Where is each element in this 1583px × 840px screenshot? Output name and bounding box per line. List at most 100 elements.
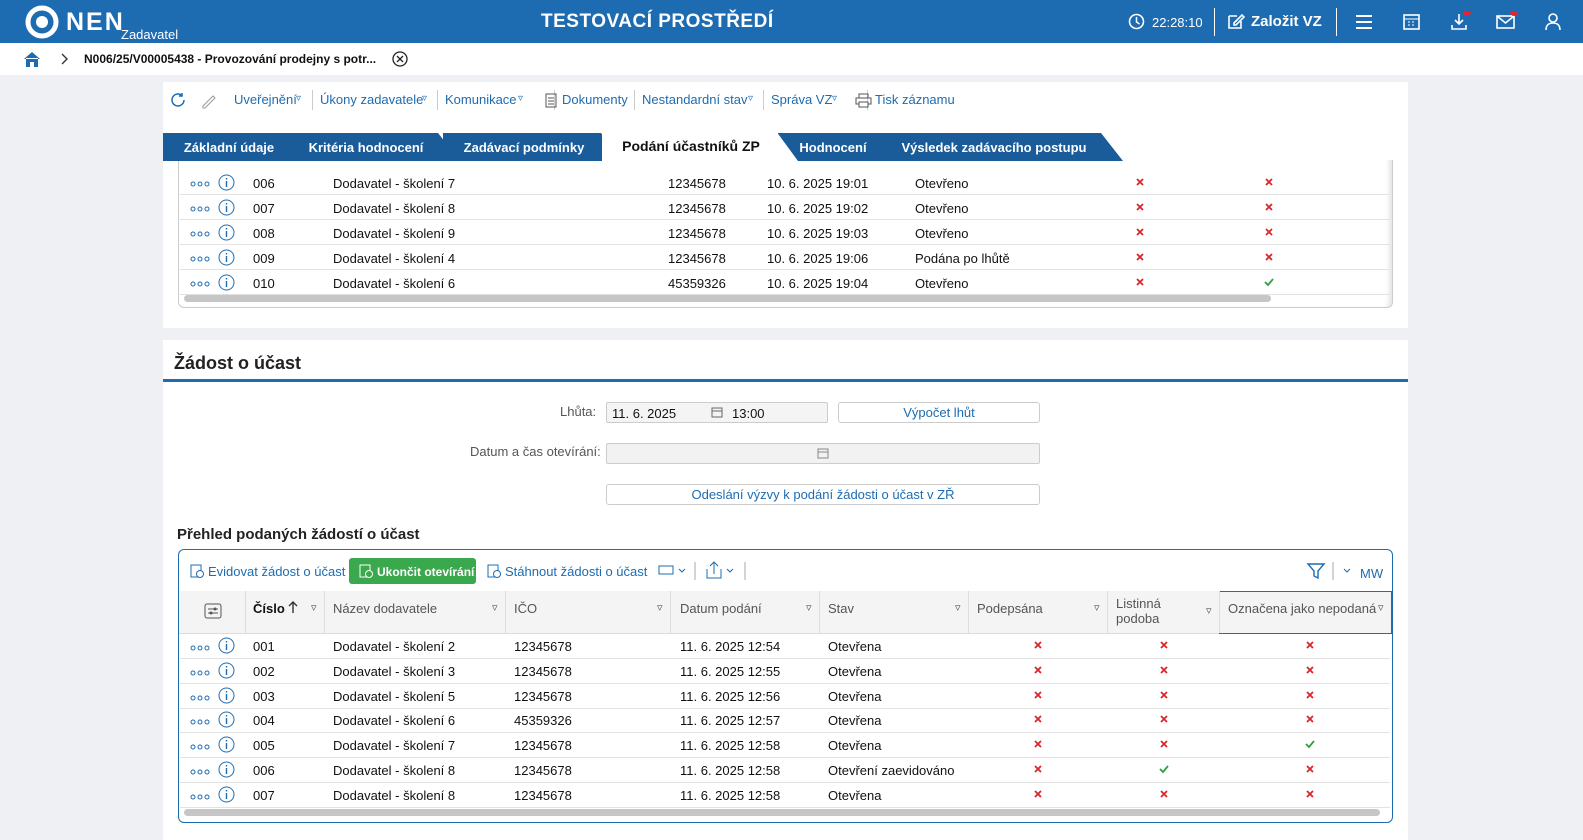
toolbar-item[interactable]: Úkony zadavatele <box>320 92 423 107</box>
create-button[interactable]: Založit VZ <box>1251 13 1322 30</box>
tab[interactable]: Zadávací podmínky <box>443 133 623 161</box>
row-menu[interactable] <box>190 177 210 187</box>
info-icon[interactable] <box>218 249 235 266</box>
grid-action[interactable]: Evidovat žádost o účast <box>208 564 345 579</box>
tab-active[interactable]: Podání účastníků ZP <box>602 131 798 161</box>
cell: 12345678 <box>668 176 726 191</box>
dropdown-arrow[interactable]: ▿ <box>748 93 753 104</box>
grid-action[interactable]: Stáhnout žádosti o účast <box>505 564 647 579</box>
view-label[interactable]: MW <box>1360 566 1383 581</box>
toolbar-icons[interactable] <box>170 91 220 109</box>
check-icon <box>1304 738 1316 750</box>
cell: 002 <box>253 664 275 679</box>
info-icon[interactable] <box>218 662 235 679</box>
settings-icon[interactable] <box>204 603 222 619</box>
info-icon[interactable] <box>218 786 235 803</box>
info-icon[interactable] <box>218 199 235 216</box>
row-menu[interactable] <box>190 666 210 676</box>
filter-arrow[interactable]: ▿ <box>311 601 317 614</box>
filter-icon[interactable] <box>1306 561 1366 581</box>
row-menu[interactable] <box>190 277 210 287</box>
row-menu[interactable] <box>190 765 210 775</box>
cell: 11. 6. 2025 12:57 <box>680 713 780 728</box>
tab[interactable]: Výsledek zadávacího postupu <box>883 133 1123 161</box>
column-header[interactable]: Datum podání <box>680 601 762 616</box>
cross-icon <box>1263 201 1275 213</box>
scrollbar[interactable] <box>184 809 1380 816</box>
calendar-icon[interactable] <box>817 447 829 459</box>
column-header[interactable]: Listinná podoba <box>1116 596 1186 626</box>
toolbar-item[interactable]: Uveřejnění <box>234 92 297 107</box>
row-menu[interactable] <box>190 790 210 800</box>
header-icons[interactable] <box>1353 12 1573 34</box>
info-icon[interactable] <box>218 224 235 241</box>
col-border <box>1107 591 1108 633</box>
cross-icon <box>1158 713 1170 725</box>
column-header[interactable]: Stav <box>828 601 854 616</box>
cell: Dodavatel - školení 7 <box>333 738 455 753</box>
grid-tools[interactable] <box>655 561 755 581</box>
dropdown-arrow[interactable]: ▿ <box>422 93 427 104</box>
close-icon[interactable] <box>392 51 408 67</box>
dropdown-arrow[interactable]: ▿ <box>832 93 837 104</box>
cross-icon <box>1032 763 1044 775</box>
home-icon[interactable] <box>22 50 82 68</box>
info-icon[interactable] <box>218 761 235 778</box>
filter-arrow[interactable]: ▿ <box>1378 601 1384 614</box>
dropdown-arrow[interactable]: ▿ <box>518 93 523 104</box>
row-menu[interactable] <box>190 715 210 725</box>
row-menu[interactable] <box>190 227 210 237</box>
filter-arrow[interactable]: ▿ <box>1094 601 1100 614</box>
column-header[interactable]: Číslo <box>253 601 285 616</box>
row-menu[interactable] <box>190 202 210 212</box>
cell: 10. 6. 2025 19:06 <box>767 251 868 266</box>
toolbar-item[interactable]: Tisk záznamu <box>875 92 955 107</box>
cell: 006 <box>253 176 275 191</box>
toolbar-item[interactable]: Dokumenty <box>562 92 628 107</box>
col-border <box>968 591 969 633</box>
toolbar-item[interactable]: Nestandardní stav <box>642 92 748 107</box>
cell: Otevřeno <box>915 176 968 191</box>
tab[interactable]: Kritéria hodnocení <box>290 133 460 161</box>
filter-arrow[interactable]: ▿ <box>492 601 498 614</box>
column-header[interactable]: IČO <box>514 601 537 616</box>
divider <box>634 90 635 110</box>
cell: 11. 6. 2025 12:58 <box>680 788 780 803</box>
info-icon[interactable] <box>218 637 235 654</box>
filter-arrow[interactable]: ▿ <box>1206 604 1212 617</box>
grid-action[interactable]: Ukončit otevírání <box>377 565 474 579</box>
row-menu[interactable] <box>190 691 210 701</box>
breadcrumb[interactable]: N006/25/V00005438 - Provozování prodejny… <box>84 52 376 66</box>
send-button[interactable]: Odeslání výzvy k podání žádosti o účast … <box>606 484 1040 505</box>
cell: 008 <box>253 226 275 241</box>
column-header[interactable]: Označena jako nepodaná <box>1228 601 1376 616</box>
logo-text: NEN <box>66 8 125 37</box>
row-menu[interactable] <box>190 252 210 262</box>
dropdown-arrow[interactable]: ▿ <box>296 93 301 104</box>
column-header[interactable]: Název dodavatele <box>333 601 437 616</box>
scrollbar[interactable] <box>184 295 1271 302</box>
row-menu[interactable] <box>190 740 210 750</box>
cross-icon <box>1134 276 1146 288</box>
toolbar-item[interactable]: Správa VZ <box>771 92 832 107</box>
calc-button[interactable]: Výpočet lhůt <box>838 402 1040 423</box>
filter-arrow[interactable]: ▿ <box>806 601 812 614</box>
info-icon[interactable] <box>218 711 235 728</box>
filter-arrow[interactable]: ▿ <box>955 601 961 614</box>
calendar-icon[interactable] <box>711 406 723 418</box>
info-icon[interactable] <box>218 736 235 753</box>
column-header[interactable]: Podepsána <box>977 601 1043 616</box>
info-icon[interactable] <box>218 274 235 291</box>
filter-arrow[interactable]: ▿ <box>657 601 663 614</box>
sort-icon[interactable] <box>287 600 299 614</box>
toolbar-item[interactable]: Komunikace <box>445 92 517 107</box>
row-menu[interactable] <box>190 641 210 651</box>
cross-icon <box>1304 788 1316 800</box>
cross-icon <box>1158 639 1170 651</box>
col-border <box>1219 591 1220 633</box>
info-icon[interactable] <box>218 174 235 191</box>
cell: Dodavatel - školení 8 <box>333 201 455 216</box>
role: Zadavatel <box>121 27 178 42</box>
cell: 10. 6. 2025 19:02 <box>767 201 868 216</box>
info-icon[interactable] <box>218 687 235 704</box>
